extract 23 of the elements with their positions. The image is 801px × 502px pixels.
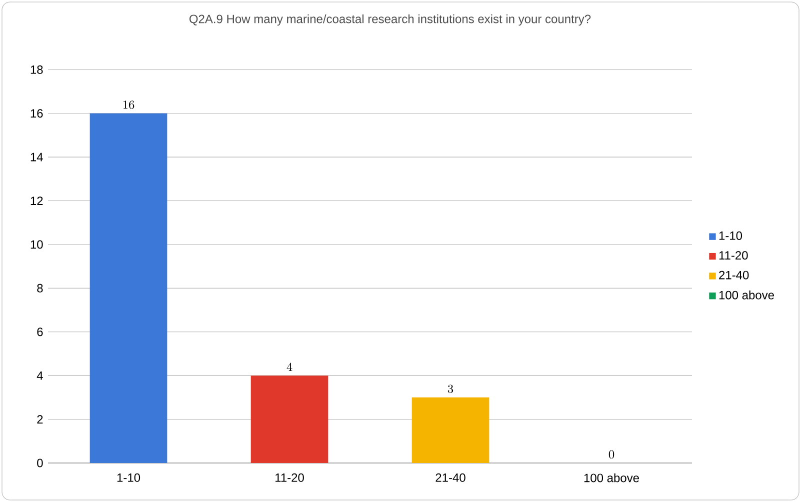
chart-title: Q2A.9 How many marine/coastal research institutions exist in your country? [189, 14, 591, 26]
legend-label: 21-40 [719, 270, 749, 280]
data-label: 4 [286, 362, 292, 371]
y-tick-label: 2 [37, 415, 43, 424]
data-label: 3 [448, 384, 454, 393]
data-label: 16 [123, 100, 134, 109]
y-tick-label: 4 [36, 371, 43, 380]
y-tick-label: 8 [37, 284, 43, 292]
y-tick-label: 18 [30, 65, 43, 74]
legend-label: 100 above [719, 290, 774, 300]
y-tick-label: 0 [37, 458, 43, 468]
y-tick-label: 16 [30, 109, 43, 118]
x-tick-label: 1-10 [117, 473, 140, 482]
y-tick-label: 12 [30, 196, 43, 205]
x-tick-label: 21-40 [436, 473, 466, 482]
y-tick-label: 10 [30, 240, 43, 249]
x-tick-label: 11-20 [276, 473, 304, 482]
y-tick-label: 6 [37, 328, 43, 336]
x-tick-label: 100 above [584, 473, 639, 482]
y-tick-label: 14 [30, 152, 43, 162]
legend-label: 1-10 [719, 231, 742, 240]
legend-label: 11-20 [719, 251, 748, 260]
data-label: 0 [608, 450, 614, 459]
